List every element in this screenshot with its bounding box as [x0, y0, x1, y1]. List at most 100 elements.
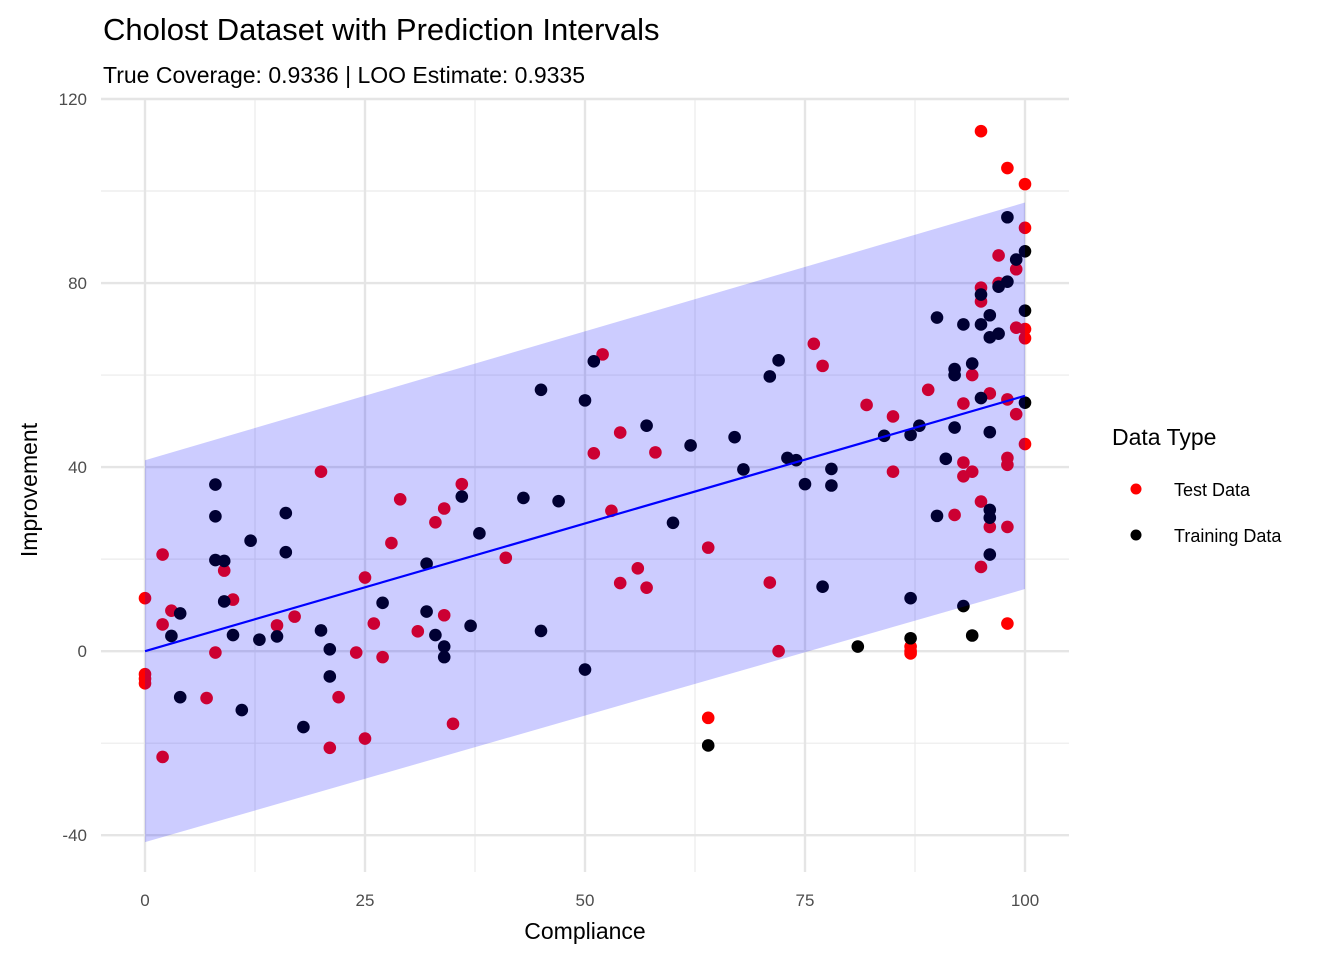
test-data-point: [886, 465, 900, 478]
training-data-point: [517, 491, 530, 505]
training-data-point: [1018, 396, 1032, 409]
test-data-point: [358, 732, 372, 745]
y-tick-label: 0: [78, 642, 87, 661]
test-data-point: [499, 551, 513, 565]
test-data-point: [1018, 437, 1032, 451]
test-data-point: [974, 560, 988, 574]
chart-subtitle: True Coverage: 0.9336 | LOO Estimate: 0.…: [103, 62, 585, 88]
y-tick-label: -40: [62, 826, 87, 845]
training-data-point: [957, 318, 970, 331]
points-layer: [138, 124, 1032, 764]
test-data-point: [613, 576, 627, 590]
training-data-point: [1009, 253, 1023, 266]
test-data-point: [886, 410, 900, 423]
training-data-point: [552, 494, 565, 508]
x-axis-ticks: 0 25 50 75 100: [140, 891, 1039, 910]
training-data-point: [1001, 210, 1014, 224]
training-data-point: [217, 595, 231, 608]
training-data-point: [851, 640, 865, 653]
test-data-point: [1001, 520, 1014, 534]
test-data-point: [209, 646, 222, 659]
training-data-point: [279, 545, 293, 559]
y-tick-label: 80: [68, 274, 87, 293]
test-data-point: [1018, 331, 1032, 345]
test-data-point: [763, 576, 777, 589]
training-data-point: [666, 516, 680, 530]
test-data-point: [816, 359, 829, 373]
test-data-point: [974, 124, 988, 138]
chart-title: Cholost Dataset with Prediction Interval…: [103, 12, 660, 47]
test-data-point: [446, 717, 460, 731]
training-data-point: [217, 554, 231, 568]
training-data-point: [420, 557, 433, 571]
test-data-point: [288, 610, 301, 623]
test-data-point: [156, 750, 169, 764]
test-data-point: [314, 465, 328, 478]
legend-label-test-data: Test Data: [1174, 480, 1251, 500]
test-data-point: [587, 446, 601, 460]
training-data-point: [253, 633, 266, 646]
training-data-point: [930, 311, 944, 324]
training-data-point: [244, 534, 257, 548]
fit-line: [144, 394, 1026, 653]
training-data-point: [983, 308, 997, 322]
training-data-point: [640, 419, 653, 432]
legend-key-training-data: [1130, 529, 1142, 541]
training-data-point: [684, 439, 697, 452]
prediction-interval-band: [145, 202, 1025, 843]
training-data-point: [974, 288, 988, 301]
test-data-point: [1009, 262, 1023, 276]
test-data-point: [701, 541, 715, 554]
test-data-point: [376, 650, 389, 664]
test-data-point: [349, 646, 363, 659]
training-data-point: [957, 599, 970, 613]
training-data-point: [270, 630, 284, 643]
training-data-point: [728, 430, 741, 444]
training-data-point: [930, 509, 944, 523]
training-data-point: [455, 490, 469, 503]
test-data-point: [455, 477, 469, 491]
test-data-point: [904, 647, 917, 660]
training-data-point: [948, 421, 961, 434]
training-data-point: [965, 629, 979, 642]
test-data-point: [974, 495, 988, 508]
training-data-point: [279, 506, 293, 520]
training-data-point: [464, 619, 477, 633]
training-data-point: [965, 357, 979, 370]
test-data-point: [332, 690, 345, 704]
test-data-point: [217, 564, 231, 577]
test-data-point: [948, 508, 961, 522]
training-data-point: [904, 591, 917, 605]
training-data-point: [737, 463, 750, 476]
training-data-point: [578, 663, 592, 676]
test-data-point: [596, 348, 609, 361]
test-data-point: [437, 608, 451, 622]
x-tick-label: 75: [796, 891, 815, 910]
test-data-point: [358, 571, 372, 584]
test-data-point: [1009, 407, 1023, 421]
test-data-point: [385, 536, 398, 550]
training-data-point: [974, 318, 988, 331]
test-data-point: [957, 456, 970, 469]
test-data-point: [367, 617, 381, 630]
test-data-point: [138, 591, 152, 605]
test-data-point: [393, 493, 407, 506]
training-data-point: [701, 739, 715, 752]
test-data-point: [1018, 322, 1032, 336]
training-data-point: [1018, 244, 1032, 258]
training-data-point: [983, 548, 997, 561]
test-data-point: [1018, 221, 1032, 235]
x-tick-label: 25: [356, 891, 375, 910]
test-data-point: [983, 520, 997, 534]
training-data-point: [473, 527, 486, 540]
test-data-point: [429, 516, 442, 529]
training-data-point: [429, 628, 442, 642]
test-data-point: [640, 581, 653, 594]
legend-key-test-data: [1130, 483, 1142, 495]
training-data-point: [376, 596, 389, 610]
training-data-point: [173, 690, 187, 704]
training-data-point: [323, 643, 337, 656]
test-data-point: [992, 249, 1005, 262]
test-data-point: [807, 337, 821, 351]
